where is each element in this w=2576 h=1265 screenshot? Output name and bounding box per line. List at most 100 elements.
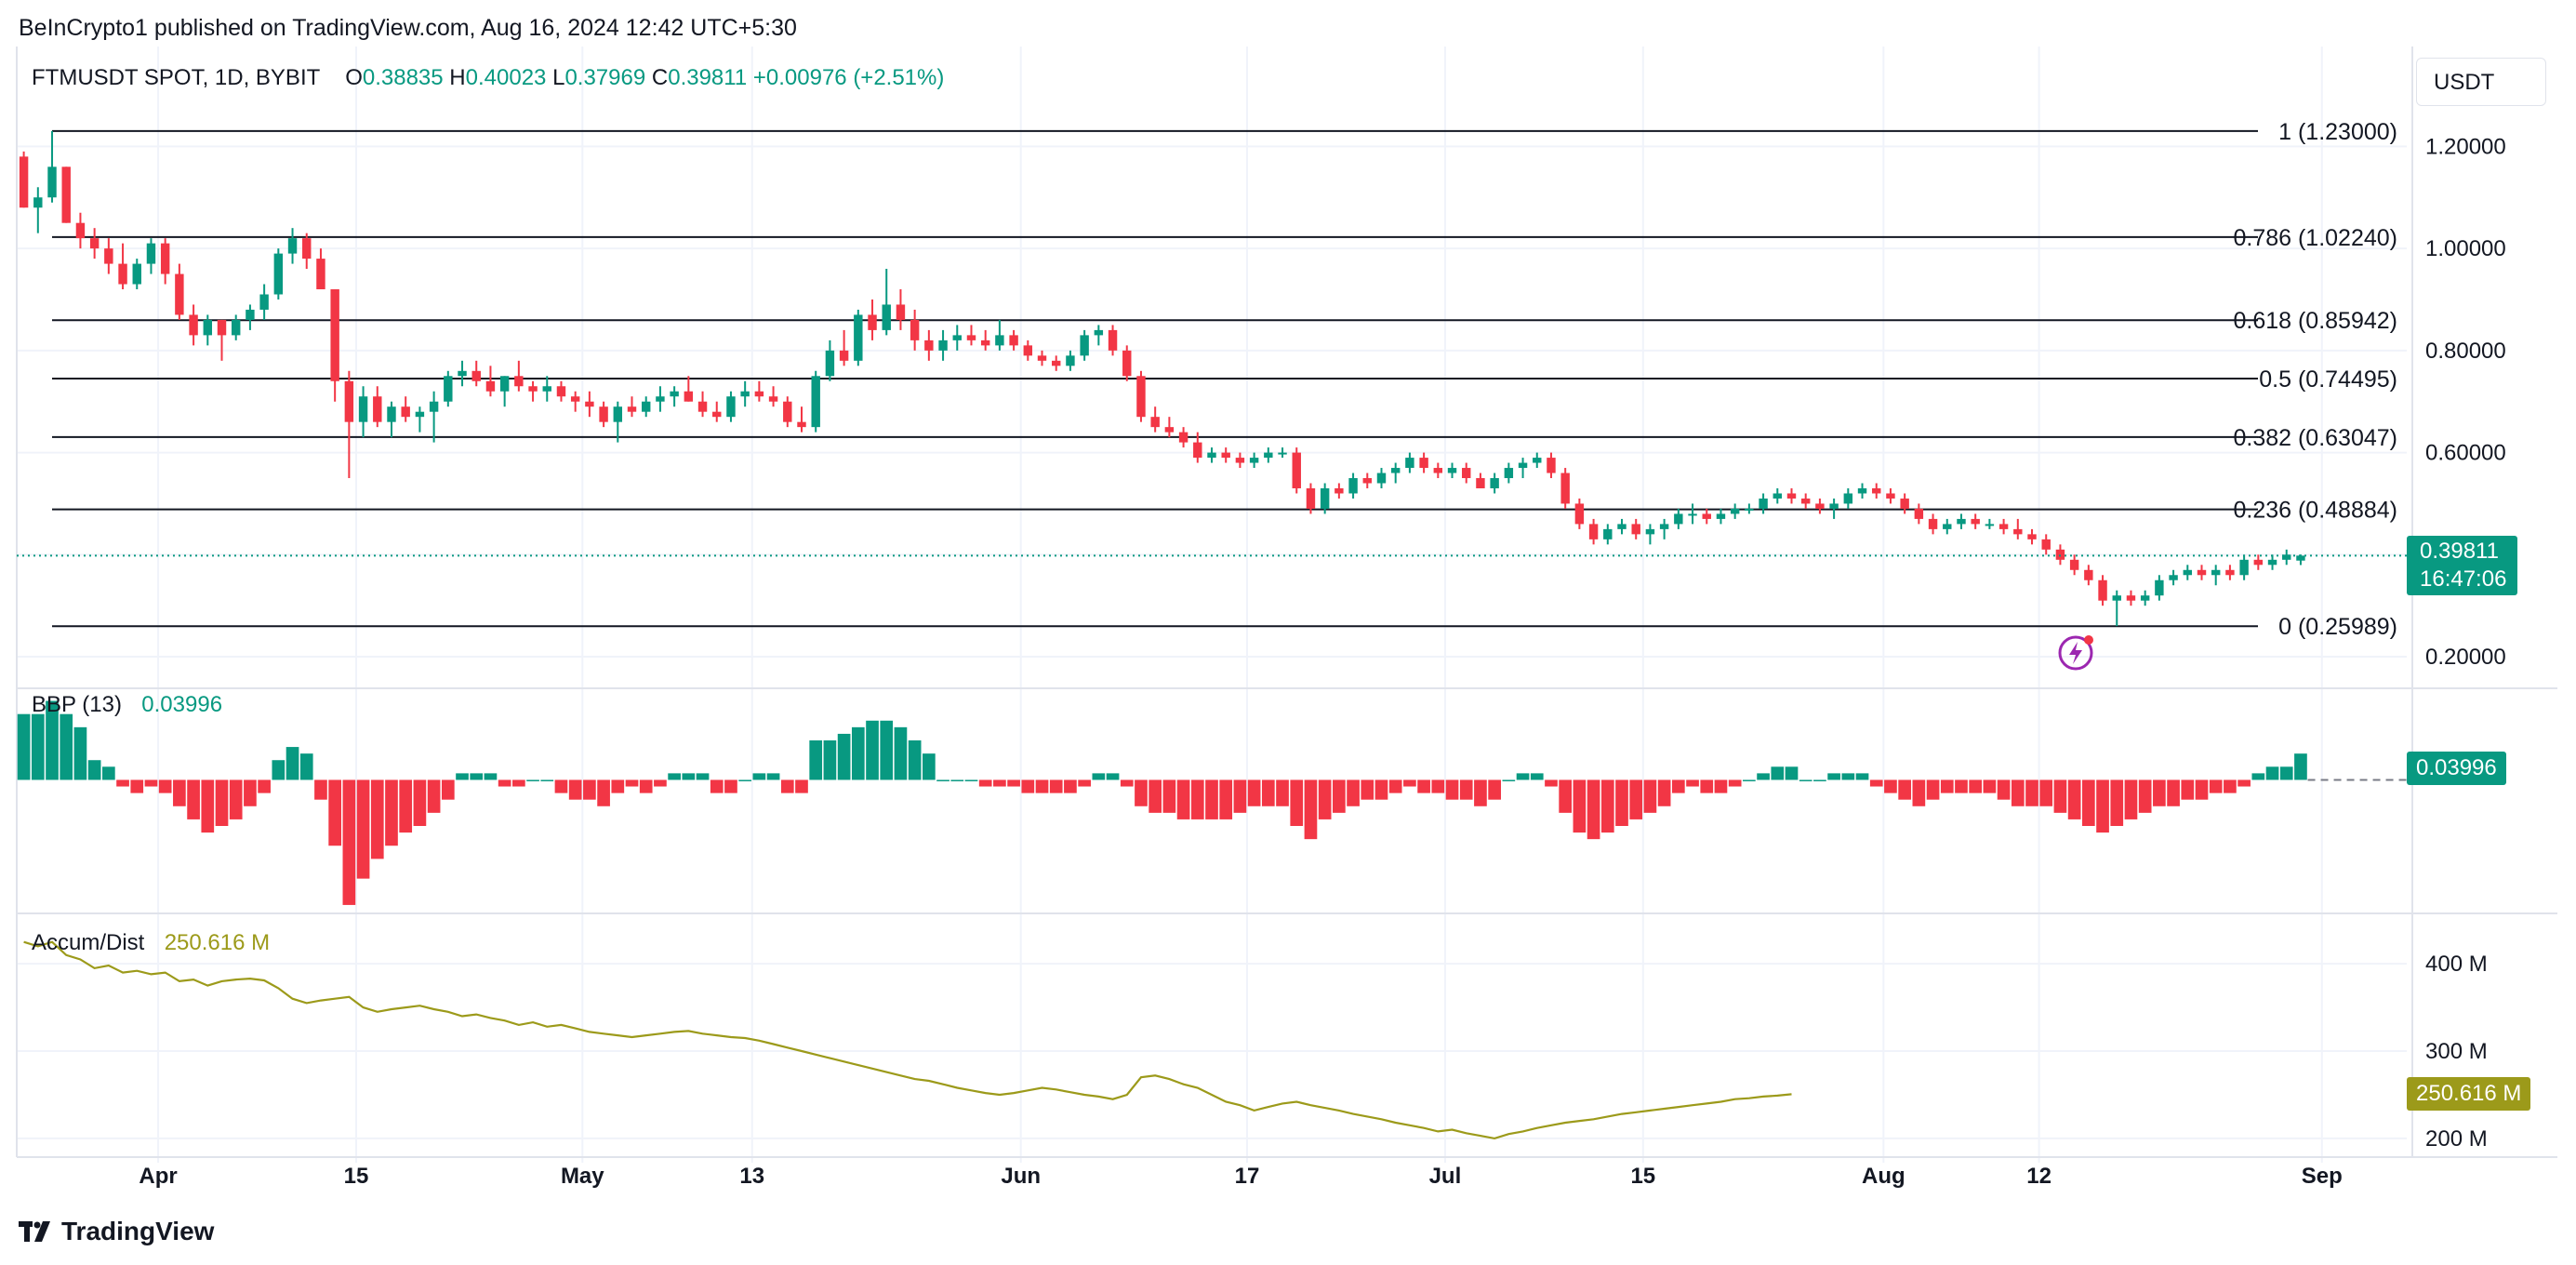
last-price-badge: 0.39811 16:47:06: [2407, 536, 2518, 595]
candle-body: [344, 380, 354, 422]
bbp-bar: [2167, 779, 2180, 806]
candle-body: [1645, 528, 1655, 535]
bbp-bar: [1714, 779, 1728, 793]
candle-body: [1320, 487, 1330, 509]
tradingview-logo-icon: [19, 1221, 54, 1242]
bbp-bar: [1516, 773, 1530, 780]
candle-body: [1433, 468, 1443, 473]
bbp-bar: [299, 753, 313, 780]
bbp-bar: [908, 740, 922, 780]
candle-body: [726, 396, 736, 418]
bbp-bar: [244, 779, 257, 806]
bbp-value: 0.03996: [141, 692, 223, 717]
bbp-bar: [1403, 779, 1416, 787]
ad-legend[interactable]: Accum/Dist 250.616 M: [32, 930, 270, 956]
bbp-bar: [130, 779, 144, 793]
candle-body: [1447, 468, 1457, 473]
candle-body: [471, 370, 481, 381]
candle-body: [697, 401, 708, 412]
candle-body: [1998, 524, 2009, 529]
candle-body: [839, 350, 849, 361]
candle-body: [1264, 452, 1273, 459]
bbp-bar: [2011, 779, 2025, 806]
bbp-legend[interactable]: BBP (13) 0.03996: [32, 692, 222, 718]
bbp-bar: [654, 779, 667, 787]
bbp-bar: [2081, 779, 2095, 826]
bbp-bar: [2153, 779, 2166, 806]
candle-body: [768, 396, 778, 402]
bbp-bar: [1318, 779, 1332, 819]
bbp-bar: [2195, 779, 2209, 800]
candle-body: [175, 273, 184, 315]
candle-body: [203, 319, 213, 336]
candle-body: [302, 238, 312, 260]
bbp-bar: [2224, 779, 2237, 793]
candle-body: [1786, 493, 1797, 499]
bbp-bar: [1120, 779, 1134, 787]
bbp-bar: [1827, 773, 1840, 780]
fibonacci-retracement[interactable]: 1 (1.23000) 0.786 (1.02240) 0.618 (0.85942…: [52, 119, 2397, 640]
x-tick-label: 15: [344, 1164, 369, 1189]
bbp-bar: [187, 779, 200, 819]
bbp-bar: [1671, 779, 1685, 793]
candle-body: [811, 376, 820, 428]
bbp-title[interactable]: BBP (13): [32, 692, 122, 717]
candle-body: [1957, 518, 1966, 525]
bbp-bar: [215, 779, 229, 826]
fib-level-label: 0 (0.25989): [2278, 614, 2397, 640]
candle-body: [1080, 335, 1089, 356]
bbp-bar: [978, 779, 992, 787]
bbp-bar: [116, 779, 129, 787]
bbp-bar: [2294, 753, 2307, 780]
ad-y-tick-label: 200 M: [2425, 1126, 2488, 1152]
bbp-bar: [1035, 779, 1049, 793]
bbp-bar: [2110, 779, 2124, 826]
time-axis[interactable]: Apr 15 May 13 Jun 17 Jul 15 Aug 12 Sep: [139, 1164, 2342, 1189]
candle-body: [938, 340, 948, 351]
bbp-bar: [554, 779, 568, 793]
candle-body: [684, 391, 694, 402]
bbp-bar: [1643, 779, 1657, 813]
bbp-bar: [1530, 773, 1544, 780]
candle-body: [1773, 493, 1782, 499]
bbp-bar: [229, 779, 243, 819]
bbp-bar: [866, 720, 879, 780]
ad-title[interactable]: Accum/Dist: [32, 930, 145, 955]
alert-icon[interactable]: [2057, 632, 2096, 672]
candle-body: [1674, 513, 1683, 525]
x-tick-label: Jun: [1001, 1164, 1041, 1189]
candle-body: [160, 243, 170, 274]
tradingview-brand[interactable]: TradingView: [19, 1217, 214, 1246]
candle-body: [2225, 569, 2235, 576]
bbp-bar: [413, 779, 427, 826]
candle-body: [75, 222, 86, 239]
bbp-bar: [2265, 766, 2279, 780]
symbol-legend[interactable]: FTMUSDT SPOT, 1D, BYBIT O0.38835 H0.4002…: [32, 65, 944, 91]
x-tick-label: 17: [1235, 1164, 1260, 1189]
bbp-bar: [46, 700, 59, 780]
candle-body: [1829, 503, 1839, 509]
candle-body: [868, 314, 877, 330]
candle-body: [754, 391, 764, 397]
candle-body: [1533, 458, 1542, 463]
bbp-bar: [498, 779, 511, 787]
bbp-bar: [1488, 779, 1501, 800]
bbp-histogram: [17, 700, 2412, 905]
candle-body: [1066, 355, 1075, 366]
fib-level-label: 0.5 (0.74495): [2259, 366, 2397, 393]
candle-body: [514, 376, 524, 387]
currency-button[interactable]: USDT: [2416, 58, 2546, 106]
symbol-title[interactable]: FTMUSDT SPOT, 1D, BYBIT: [32, 65, 320, 90]
candle-body: [246, 309, 255, 320]
bbp-bar: [1813, 779, 1826, 781]
price-axis[interactable]: 1.200001.000000.800000.600000.400000.200…: [2425, 134, 2506, 1152]
candle-body: [2183, 569, 2193, 576]
bbp-bar: [880, 720, 894, 780]
candle-body: [1419, 458, 1428, 469]
candle-body: [1164, 427, 1175, 433]
bbp-bar: [87, 760, 101, 780]
bbp-bar: [2096, 779, 2109, 833]
bbp-bar: [1940, 779, 1954, 793]
